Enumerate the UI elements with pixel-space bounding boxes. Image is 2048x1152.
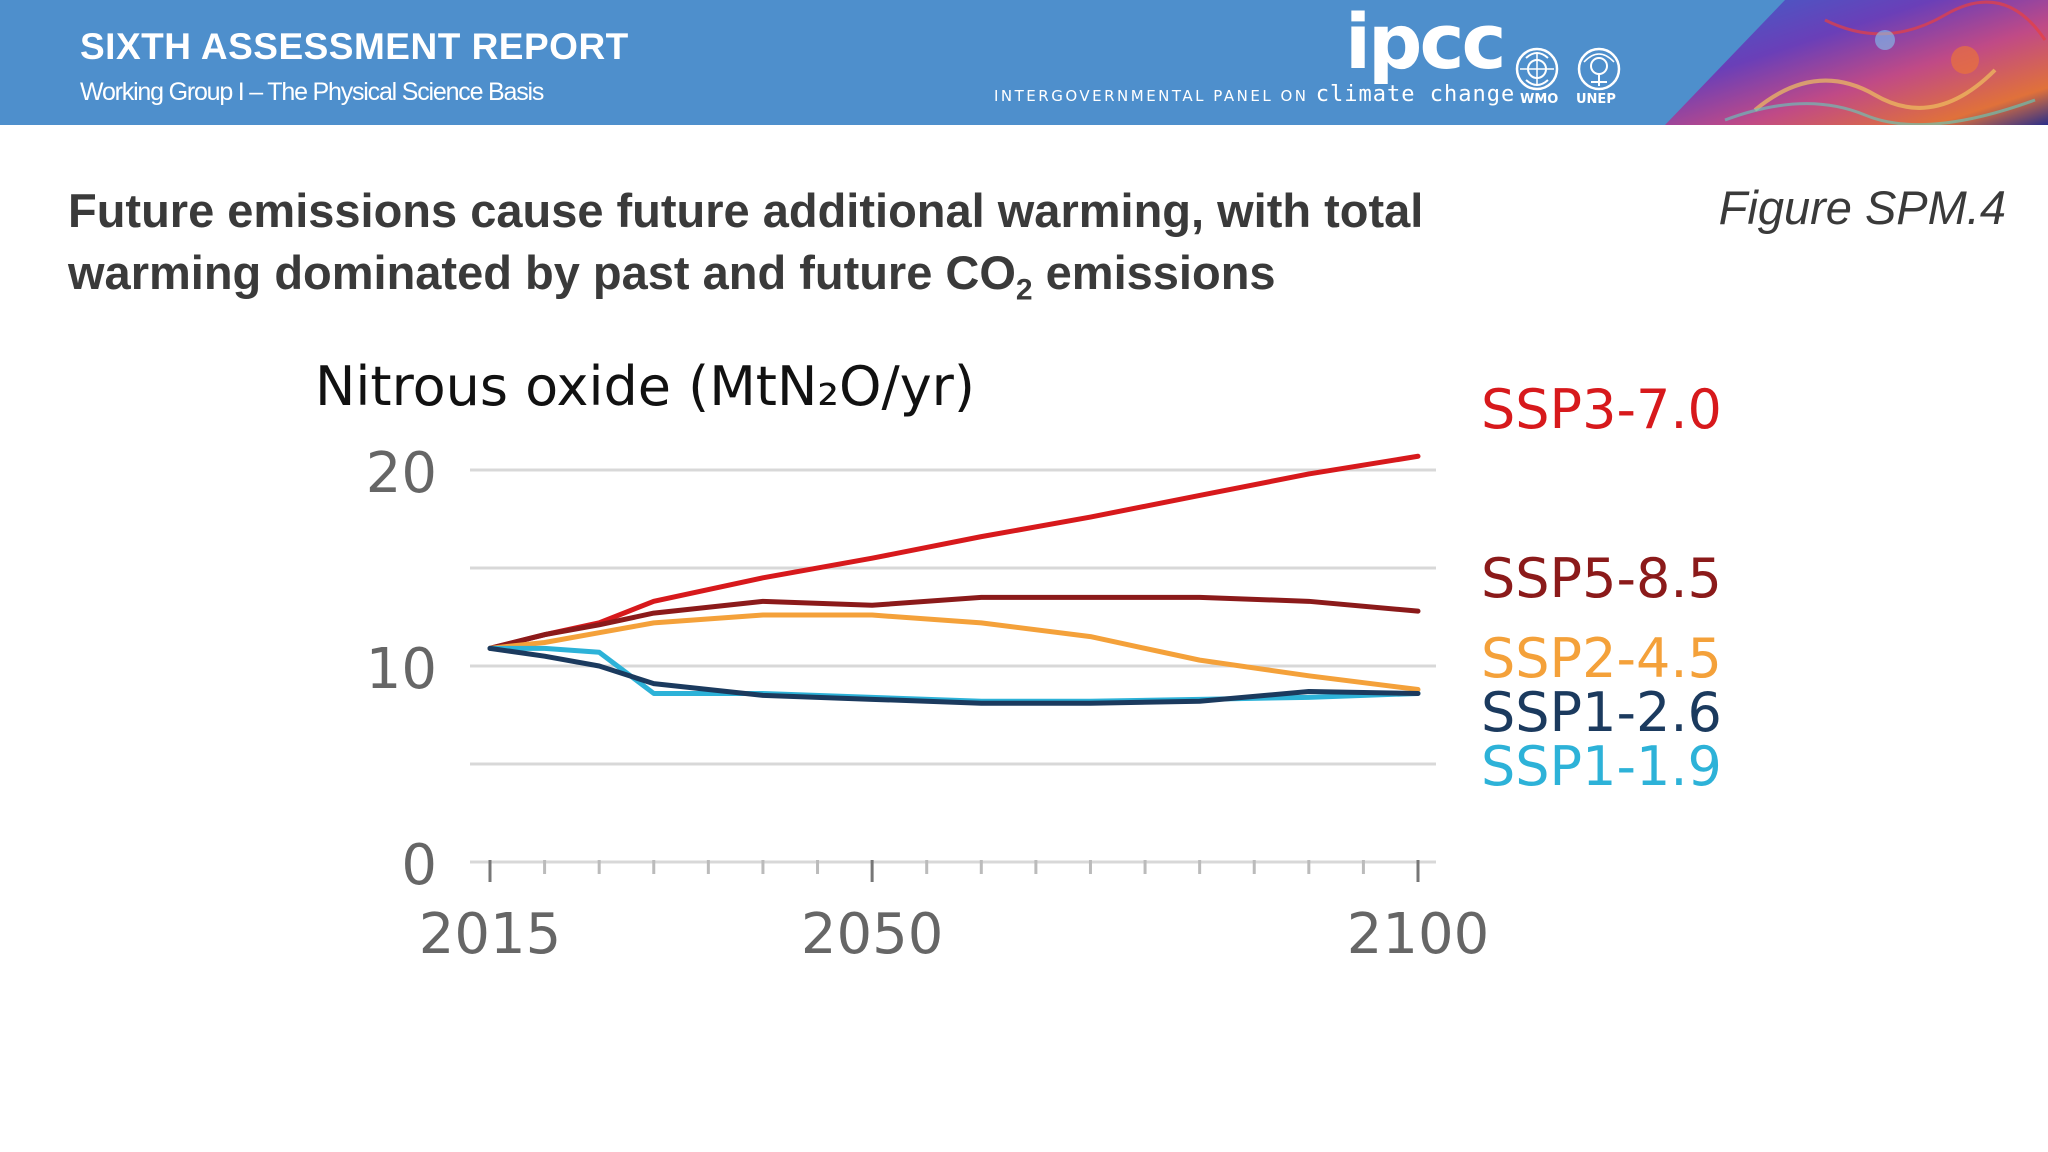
slide-title-line-2-text: warming dominated by past and future CO [68, 246, 1016, 299]
x-tick-label: 2015 [419, 902, 562, 967]
figure-label: Figure SPM.4 [1718, 181, 2006, 234]
legend-label: SSP5-8.5 [1481, 547, 1722, 610]
slide-title-line-2: warming dominated by past and future CO2… [68, 242, 1628, 321]
x-tick-label: 2100 [1347, 902, 1490, 967]
series-line-ssp1-2_6 [487, 645, 1421, 706]
slide-title-line-2-suffix: emissions [1032, 246, 1276, 299]
legend-label: SSP2-4.5 [1481, 627, 1722, 690]
series-line-ssp5-8_5 [487, 594, 1421, 651]
ipcc-tagline: INTERGOVERNMENTAL PANEL ON climate chang… [994, 82, 1515, 107]
legend-label: SSP1-1.9 [1481, 735, 1722, 798]
y-tick-label: 20 [366, 441, 437, 506]
report-header: SIXTH ASSESSMENT REPORT Working Group I … [0, 0, 2048, 125]
report-title: SIXTH ASSESSMENT REPORT [80, 26, 629, 67]
legend-label: SSP1-2.6 [1481, 681, 1722, 744]
series-line-ssp2-4_5 [487, 612, 1421, 693]
report-subtitle: Working Group I – The Physical Science B… [80, 78, 544, 106]
y-tick-label: 0 [401, 833, 437, 898]
ipcc-tagline-prefix: INTERGOVERNMENTAL PANEL ON [994, 87, 1309, 105]
ipcc-tagline-suffix: climate change [1315, 82, 1516, 107]
wmo-emblem-icon [1515, 47, 1559, 91]
slide-title-subscript: 2 [1015, 273, 1033, 307]
x-tick-label: 2050 [801, 902, 944, 967]
slide-title-line-1: Future emissions cause future additional… [68, 184, 1424, 237]
unep-emblem-icon [1577, 47, 1621, 91]
wmo-label: WMO [1520, 92, 1559, 107]
y-tick-label: 10 [366, 637, 437, 702]
ipcc-logo: ipcc [1345, 0, 1507, 86]
chart-title: Nitrous oxide (MtN₂O/yr) [315, 355, 975, 418]
header-artwork [1665, 0, 2048, 125]
slide-title: Future emissions cause future additional… [68, 180, 1628, 321]
legend-label: SSP3-7.0 [1481, 378, 1722, 441]
unep-label: UNEP [1576, 92, 1616, 107]
